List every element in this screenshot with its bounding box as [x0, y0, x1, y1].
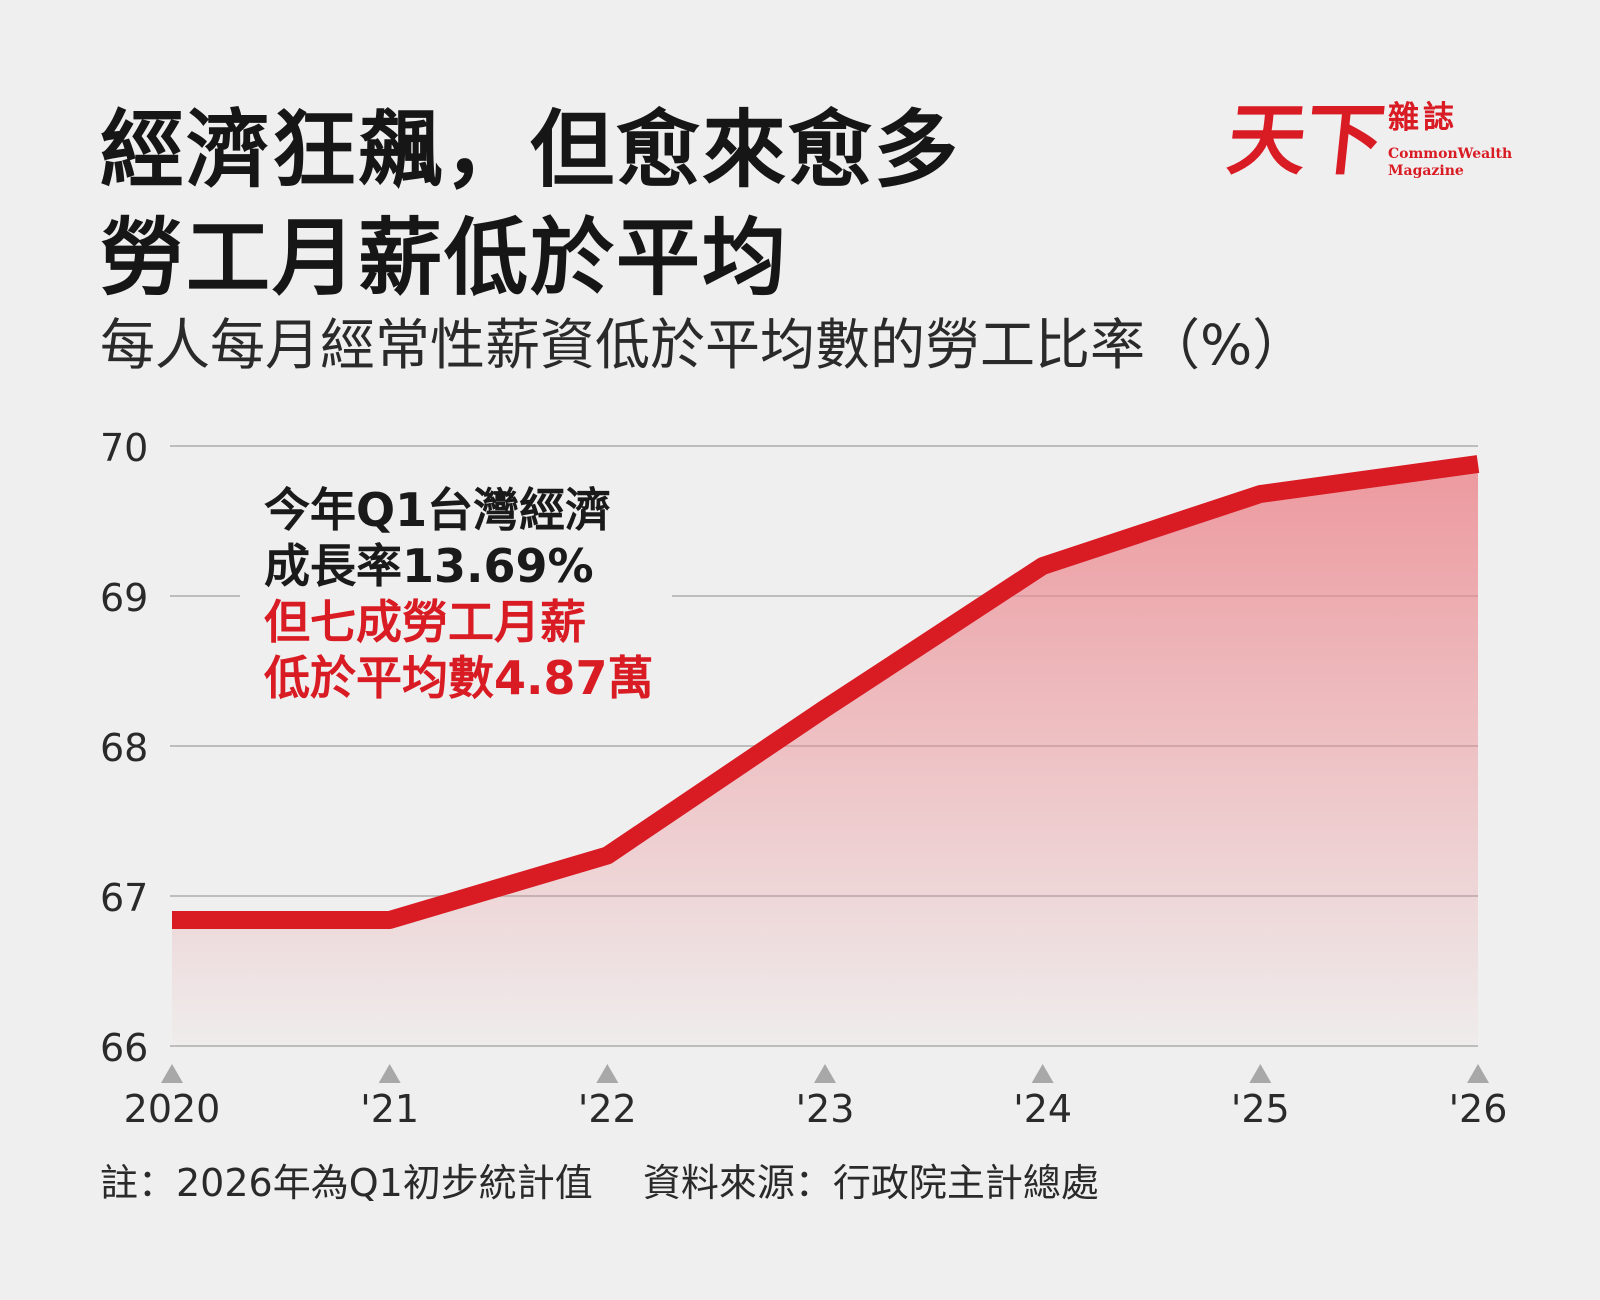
annotation-line-1: 今年Q1台灣經濟 [264, 483, 612, 537]
x-tick-marker [596, 1064, 619, 1083]
annotation-line-4: 低於平均數4.87萬 [264, 651, 654, 705]
x-tick-label: '25 [1231, 1087, 1290, 1131]
area-fill-layer [172, 464, 1478, 1046]
chart-title: 經濟狂飆，但愈來愈多 勞工月薪低於平均 [100, 96, 960, 312]
chart-annotation: 今年Q1台灣經濟 成長率13.69% 但七成勞工月薪 低於平均數4.87萬 [240, 482, 672, 706]
commonwealth-logo: 天下 雜誌 CommonWealth Magazine [1223, 95, 1512, 196]
logo-en-line-1: CommonWealth [1388, 146, 1513, 162]
x-tick-labels: 2020 '21 '22 '23 '24 '25 '26 [124, 1064, 1508, 1131]
y-tick-label-66: 66 [100, 1026, 148, 1070]
series-line [172, 455, 1480, 929]
x-tick-marker [1467, 1064, 1489, 1083]
x-tick-marker [1031, 1064, 1054, 1083]
footnote: 註：2026年為Q1初步統計值 資料來源：行政院主計總處 [100, 1160, 1099, 1206]
x-tick-label: '23 [796, 1087, 855, 1131]
footnote-source: 資料來源：行政院主計總處 [642, 1161, 1099, 1205]
chart-subtitle: 每人每月經常性薪資低於平均數的勞工比率（%） [100, 313, 1308, 377]
footnote-note: 註：2026年為Q1初步統計值 [100, 1161, 593, 1205]
title-line-1: 經濟狂飆，但愈來愈多 [100, 101, 961, 199]
x-tick-label: '24 [1013, 1087, 1072, 1131]
series-line-layer [172, 455, 1480, 929]
x-tick-label: '21 [360, 1087, 419, 1131]
annotation-line-2: 成長率13.69% [264, 539, 594, 593]
x-tick-marker [1249, 1064, 1272, 1083]
y-tick-label-68: 68 [100, 726, 148, 770]
y-tick-label-69: 69 [100, 576, 148, 620]
x-tick-marker [161, 1064, 183, 1083]
x-tick-marker [378, 1064, 401, 1083]
y-tick-label-70: 70 [100, 426, 148, 470]
logo-small-text: 雜誌 [1388, 100, 1458, 136]
y-tick-label-67: 67 [100, 876, 148, 920]
y-tick-labels: 66 67 68 69 70 [100, 426, 148, 1070]
x-tick-label: 2020 [124, 1087, 221, 1131]
area-chart: 66 67 68 69 70 2020 '21 '22 '23 '24 '25 '26 [100, 426, 1508, 1131]
x-tick-label: '22 [578, 1087, 637, 1131]
x-tick-marker [814, 1064, 836, 1083]
title-line-2: 勞工月薪低於平均 [100, 209, 789, 307]
area-fill [172, 464, 1478, 1046]
logo-english: CommonWealth Magazine [1388, 146, 1512, 180]
logo-en-line-2: Magazine [1388, 163, 1464, 179]
x-tick-label: '26 [1449, 1087, 1508, 1131]
annotation-line-3: 但七成勞工月薪 [264, 595, 586, 649]
